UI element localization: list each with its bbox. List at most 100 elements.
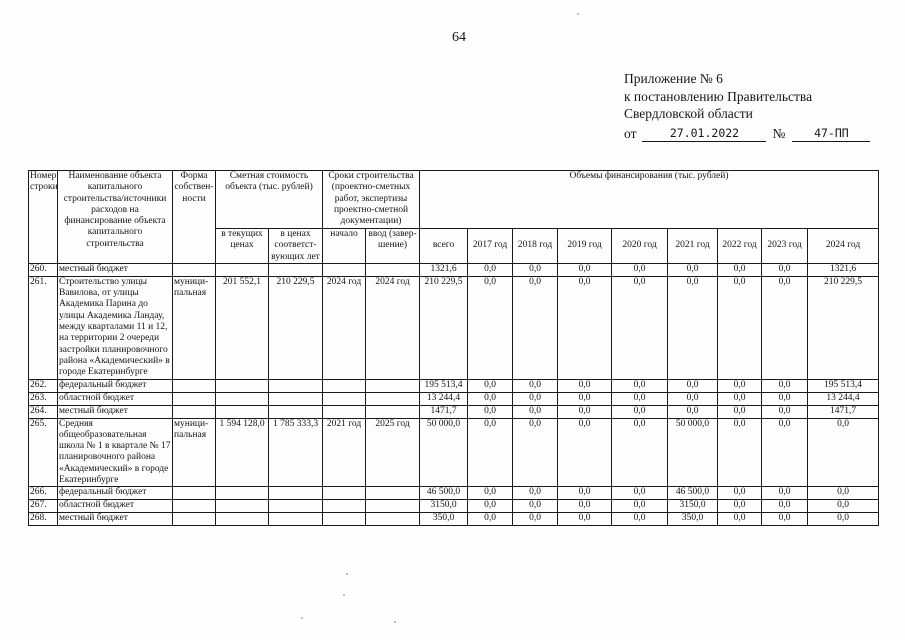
row-number-cell: 262. (28, 378, 58, 393)
page-number: 64 (452, 30, 466, 45)
cost-years-cell (268, 486, 323, 501)
financing-value-cell: 0,0 (611, 262, 669, 277)
scan-speck (301, 617, 303, 619)
number-value: 47-ПП (792, 126, 871, 142)
scan-speck (394, 621, 396, 623)
appendix-line: к постановлению Правительства (624, 88, 813, 104)
financing-value-cell: 0,0 (717, 512, 763, 527)
col-header-year-2021: 2021 год (667, 228, 719, 264)
ownership-form-cell (172, 499, 216, 514)
financing-value-cell: 0,0 (467, 404, 514, 419)
row-number-cell: 261. (28, 275, 58, 380)
term-end-cell (364, 391, 421, 406)
financing-value-cell: 13 244,4 (807, 391, 880, 406)
financing-value-cell: 0,0 (512, 417, 559, 488)
financing-value-cell: 0,0 (512, 512, 559, 527)
scan-speck (577, 13, 579, 15)
appendix-block: Приложение № 6 к постановлению Правитель… (624, 70, 889, 142)
financing-value-cell: 0,0 (467, 391, 514, 406)
cost-current-cell (215, 512, 269, 527)
financing-value-cell: 0,0 (717, 499, 763, 514)
ownership-form-cell (172, 378, 216, 393)
financing-value-cell: 0,0 (761, 512, 809, 527)
row-number-cell: 266. (28, 486, 58, 501)
financing-value-cell: 0,0 (557, 512, 613, 527)
col-header-start: начало (322, 228, 366, 264)
term-end-cell (364, 378, 421, 393)
object-name-cell: местный бюджет (57, 262, 173, 277)
object-name-cell: местный бюджет (57, 404, 173, 419)
col-header-financing-volumes-group: Объемы финансирования (тыс. рублей) (419, 170, 880, 229)
financing-value-cell: 0,0 (761, 417, 809, 488)
ownership-form-cell (172, 486, 216, 501)
object-name-cell: областной бюджет (57, 499, 173, 514)
financing-value-cell: 195 513,4 (807, 378, 880, 393)
col-header-year-2019: 2019 год (557, 228, 613, 264)
term-start-cell (322, 391, 366, 406)
term-start-cell (322, 486, 366, 501)
table-body: 260. местный бюджет 1321,6 0,0 0,0 0,0 0,0 0,0 0… (28, 262, 880, 527)
term-end-cell (364, 499, 421, 514)
financing-value-cell: 0,0 (557, 262, 613, 277)
financing-value-cell: 210 229,5 (419, 275, 469, 380)
ownership-form-cell (172, 391, 216, 406)
ownership-form-cell (172, 512, 216, 527)
cost-current-cell (215, 378, 269, 393)
scan-speck (346, 573, 348, 575)
cost-years-cell (268, 512, 323, 527)
object-name-cell: Строительство улицы Вавилова, от улицы А… (57, 275, 173, 380)
financing-value-cell: 0,0 (557, 404, 613, 419)
financing-value-cell: 0,0 (512, 499, 559, 514)
col-header-ownership-form: Форма собствен-ности (172, 170, 216, 264)
table-row: 260. местный бюджет 1321,6 0,0 0,0 0,0 0,0 0,0 0… (28, 262, 880, 277)
financing-value-cell: 0,0 (717, 404, 763, 419)
cost-current-cell: 201 552,1 (215, 275, 269, 380)
financing-value-cell: 0,0 (611, 499, 669, 514)
financing-value-cell: 0,0 (667, 262, 719, 277)
financing-value-cell: 350,0 (419, 512, 469, 527)
table-header: Номер строки Наименование объекта капита… (28, 170, 880, 264)
table-row: 263. областной бюджет 13 244,4 0,0 0,0 0,0 0,0… (28, 391, 880, 406)
col-header-current-prices: в текущих ценах (215, 228, 269, 264)
ownership-form-cell (172, 262, 216, 277)
col-header-year-2020: 2020 год (611, 228, 669, 264)
financing-value-cell: 0,0 (512, 486, 559, 501)
date-label: от (624, 125, 637, 141)
col-header-row-number: Номер строки (28, 170, 58, 264)
term-start-cell (322, 499, 366, 514)
financing-value-cell: 350,0 (667, 512, 719, 527)
financing-value-cell: 0,0 (717, 275, 763, 380)
table-row: 264. местный бюджет 1471,7 0,0 0,0 0,0 0,0 0,0 0… (28, 404, 880, 419)
financing-value-cell: 1321,6 (807, 262, 880, 277)
cost-years-cell (268, 499, 323, 514)
financing-value-cell: 0,0 (512, 378, 559, 393)
term-end-cell (364, 404, 421, 419)
term-start-cell (322, 512, 366, 527)
term-start-cell (322, 404, 366, 419)
financing-value-cell: 0,0 (467, 262, 514, 277)
term-end-cell (364, 262, 421, 277)
number-label: № (772, 125, 786, 141)
row-number-cell: 260. (28, 262, 58, 277)
cost-years-cell (268, 404, 323, 419)
financing-value-cell: 0,0 (512, 275, 559, 380)
financing-value-cell: 46 500,0 (419, 486, 469, 501)
row-number-cell: 268. (28, 512, 58, 527)
row-number-cell: 264. (28, 404, 58, 419)
financing-value-cell: 0,0 (557, 486, 613, 501)
financing-value-cell: 0,0 (512, 404, 559, 419)
financing-value-cell: 0,0 (611, 404, 669, 419)
ownership-form-cell (172, 404, 216, 419)
cost-years-cell: 210 229,5 (268, 275, 323, 380)
appendix-date-line: от 27.01.2022 № 47-ПП (624, 125, 889, 142)
financing-value-cell: 1471,7 (419, 404, 469, 419)
financing-table: Номер строки Наименование объекта капита… (28, 170, 880, 527)
cost-current-cell (215, 486, 269, 501)
term-end-cell: 2025 год (364, 417, 421, 488)
financing-value-cell: 0,0 (761, 404, 809, 419)
financing-value-cell: 0,0 (717, 417, 763, 488)
financing-value-cell: 210 229,5 (807, 275, 880, 380)
col-header-year-2017: 2017 год (467, 228, 514, 264)
financing-value-cell: 1321,6 (419, 262, 469, 277)
